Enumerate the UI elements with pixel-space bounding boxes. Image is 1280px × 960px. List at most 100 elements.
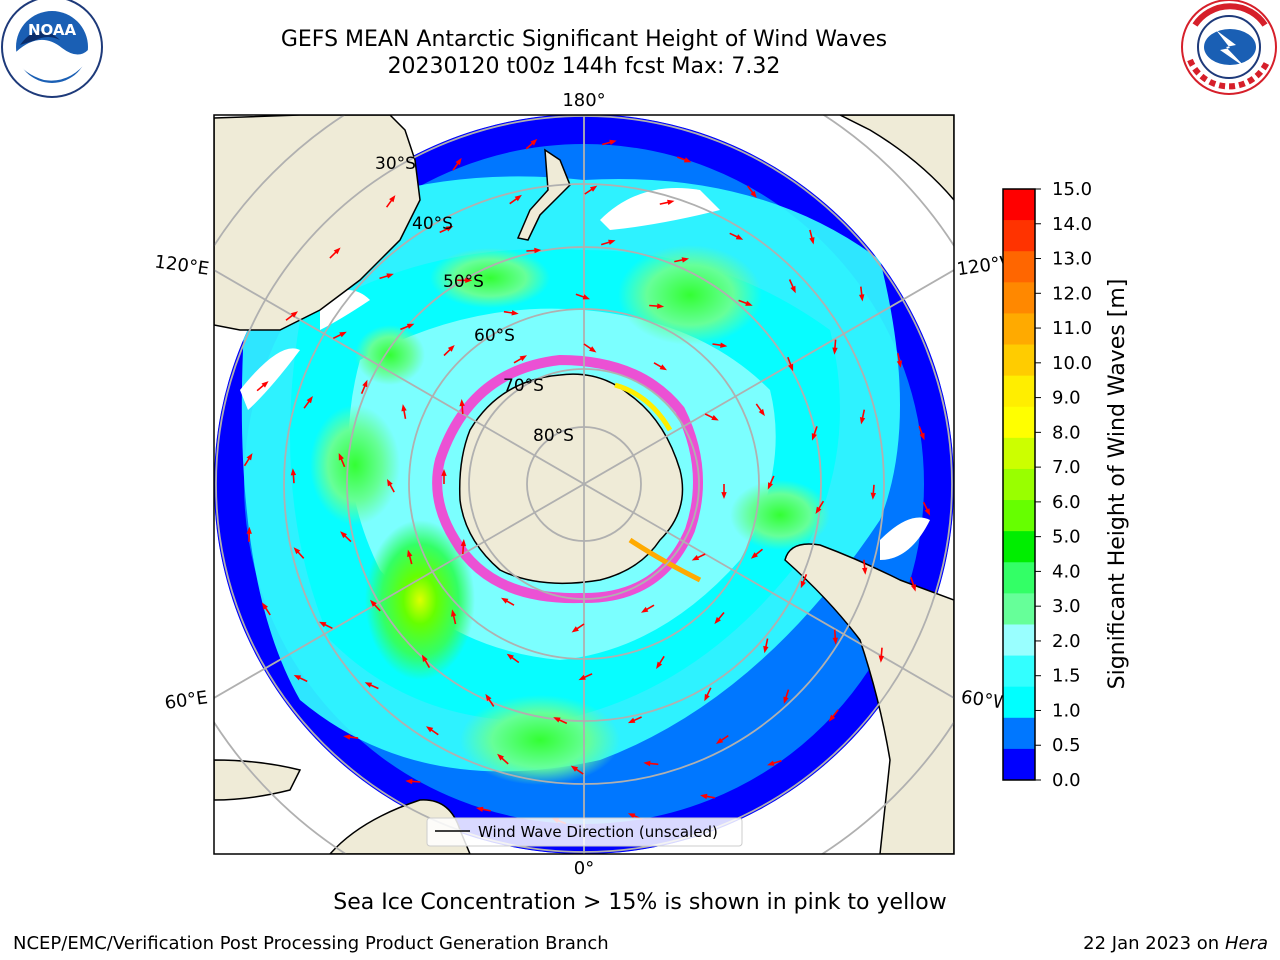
wave-arrow-head [421,654,428,662]
wave-arrow-head [530,138,538,146]
colorbar-tick-label: 7.0 [1052,457,1081,478]
sea-ice-note: Sea Ice Concentration > 15% is shown in … [333,890,947,915]
wave-arrow-head [445,226,454,232]
colorbar-swatch [1003,406,1035,439]
sea-ice-high-2 [628,537,702,583]
wave-arrow-head [465,277,473,283]
wave-arrow-head [497,753,504,761]
wave-arrow-head [767,482,773,490]
colorbar-tick-label: 13.0 [1052,249,1092,270]
wave-arrow-head [519,355,527,362]
wave-arrow-head [261,381,269,388]
wave-arrow-head [896,360,903,368]
colorbar-tick-label: 15.0 [1052,179,1092,200]
colorbar-tick-label: 14.0 [1052,214,1092,235]
wave-arrow-head [370,599,377,607]
wave-arrow-head [387,479,393,487]
colorbar-swatch [1003,375,1035,408]
wave-arrow-head [878,655,884,663]
wave-arrow-head [656,661,663,669]
chart-title: GEFS MEAN Antarctic Significant Height o… [280,27,888,52]
wave-arrow-head [293,547,301,555]
colorbar-tick-label: 2.0 [1052,631,1081,652]
colorbar-tick-label: 5.0 [1052,527,1081,548]
wave-arrow-head [407,549,413,557]
wave-arrow-head [870,492,876,500]
wave-arrow-head [745,300,753,306]
colorbar-swatch [1003,531,1035,563]
colorbar-swatch [1003,748,1035,781]
noaa-logo-text: NOAA [28,21,77,39]
colorbar-swatch [1003,500,1035,532]
colorbar-tick-label: 4.0 [1052,561,1081,582]
wave-arrow-head [319,621,327,628]
wave-arrow-head [627,717,636,724]
wave-arrow-head [608,239,616,245]
wave-arrow-head [406,323,415,329]
wave-arrow-head [815,506,822,514]
lat-label-50s: 50°S [443,272,484,292]
map-area: 30°S 40°S 50°S 60°S 70°S 80°S Wind Wave … [214,115,954,854]
colorbar-swatch [1003,562,1035,594]
legend-label: Wind Wave Direction (unscaled) [478,823,718,841]
wave-arrow-head [589,346,597,353]
colorbar-swatch [1003,220,1035,252]
colorbar-tick-label: 6.0 [1052,492,1081,513]
wave-arrow-head [767,760,775,766]
wave-arrow-head [783,696,789,704]
colorbar-swatch [1003,686,1035,719]
wave-arrow-head [362,379,368,388]
wave-arrow-head [511,310,519,316]
wave-arrow-head [333,247,341,255]
colorbar-tick-label: 8.0 [1052,422,1081,443]
lon-label-0: 0° [574,858,594,879]
wave-arrow-head [405,778,413,785]
wave-arrow-head [924,508,931,516]
wave-arrow-head [641,606,649,613]
wave-arrow-head [721,492,727,499]
wave-arrow-head [800,580,806,589]
wave-arrow-head [711,415,719,421]
colorbar-swatch [1003,655,1035,688]
graticule [214,115,954,854]
wave-arrow-head [750,190,757,198]
wave-arrow-head [570,765,579,772]
colorbar-swatch [1003,251,1035,283]
noaa-logo: NOAA [1,0,103,98]
nws-logo [1181,0,1277,95]
colorbar-swatch [1003,313,1035,346]
wave-arrow-head [246,453,253,461]
wave-arrow-head [627,813,636,819]
wave-arrow-head [290,311,298,318]
wave-arrow-head [455,157,462,166]
colorbar-tick-label: 1.0 [1052,700,1081,721]
wave-arrow-head [501,597,509,604]
lat-label-30s: 30°S [375,154,416,174]
lon-label-180: 180° [562,90,605,111]
wave-arrow-head [290,468,297,476]
wave-arrow-head [643,760,651,767]
wave-arrow-head [681,257,689,263]
chart-subtitle: 20230120 t00z 144h fcst Max: 7.32 [387,54,781,79]
wave-arrow-head [340,531,347,539]
map-legend: Wind Wave Direction (unscaled) [426,817,743,847]
colorbar-swatch [1003,189,1035,221]
wave-arrow-head [401,404,407,412]
wind-wave-arrows [243,138,931,825]
wave-arrow-head [485,693,492,702]
colorbar-tick-label: 11.0 [1052,318,1092,339]
lon-label-120e: 120°E [153,251,210,279]
wave-arrow-head [788,363,794,372]
wave-arrow-head [578,674,586,681]
wave-arrow-head [582,294,590,300]
colorbar-swatch [1003,593,1035,625]
wave-arrow-head [609,139,617,145]
wave-arrow-head [451,609,457,617]
wave-arrow-head [750,552,758,559]
wave-arrow-head [715,737,724,744]
wave-arrow-head [459,399,465,407]
wave-arrow-head [828,714,836,722]
colorbar-label: Significant Height of Wind Waves [m] [1105,279,1130,690]
colorbar-frame [1002,188,1036,781]
